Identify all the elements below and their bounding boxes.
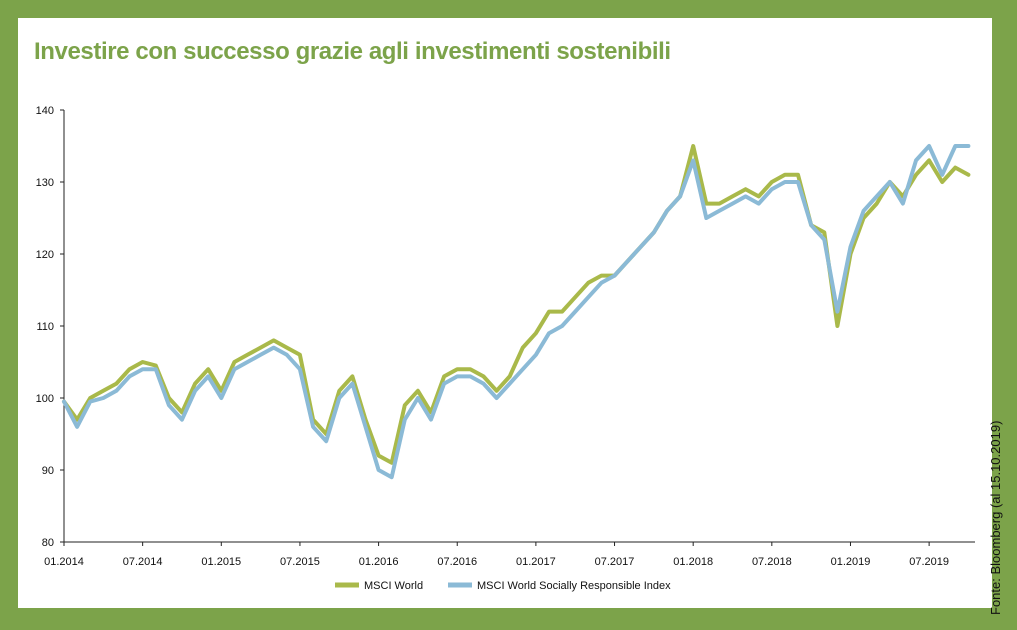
x-tick-label: 07.2016 — [437, 556, 477, 568]
y-tick-label: 140 — [36, 105, 54, 117]
x-tick-label: 01.2015 — [201, 556, 241, 568]
x-tick-label: 01.2014 — [44, 556, 84, 568]
x-tick-label: 07.2018 — [752, 556, 792, 568]
x-tick-label: 01.2018 — [673, 556, 713, 568]
x-tick-label: 07.2017 — [595, 556, 635, 568]
y-tick-label: 120 — [36, 249, 54, 261]
chart-title: Investire con successo grazie agli inves… — [34, 38, 671, 65]
x-tick-label: 07.2014 — [123, 556, 163, 568]
x-tick-label: 07.2019 — [909, 556, 949, 568]
series-line-msci-world — [62, 144, 971, 465]
y-tick-label: 110 — [36, 321, 54, 333]
y-tick-label: 80 — [42, 537, 54, 549]
x-tick-label: 01.2019 — [831, 556, 871, 568]
series-line-msci-sri — [62, 144, 971, 480]
chart-card: Investire con successo grazie agli inves… — [18, 18, 992, 608]
y-tick-label: 100 — [36, 393, 54, 405]
legend-label: MSCI World Socially Responsible Index — [477, 580, 671, 592]
y-tick-label: 130 — [36, 177, 54, 189]
x-tick-label: 07.2015 — [280, 556, 320, 568]
x-tick-label: 01.2016 — [359, 556, 399, 568]
y-tick-label: 90 — [42, 465, 54, 477]
x-tick-label: 01.2017 — [516, 556, 556, 568]
legend-label: MSCI World — [364, 580, 423, 592]
